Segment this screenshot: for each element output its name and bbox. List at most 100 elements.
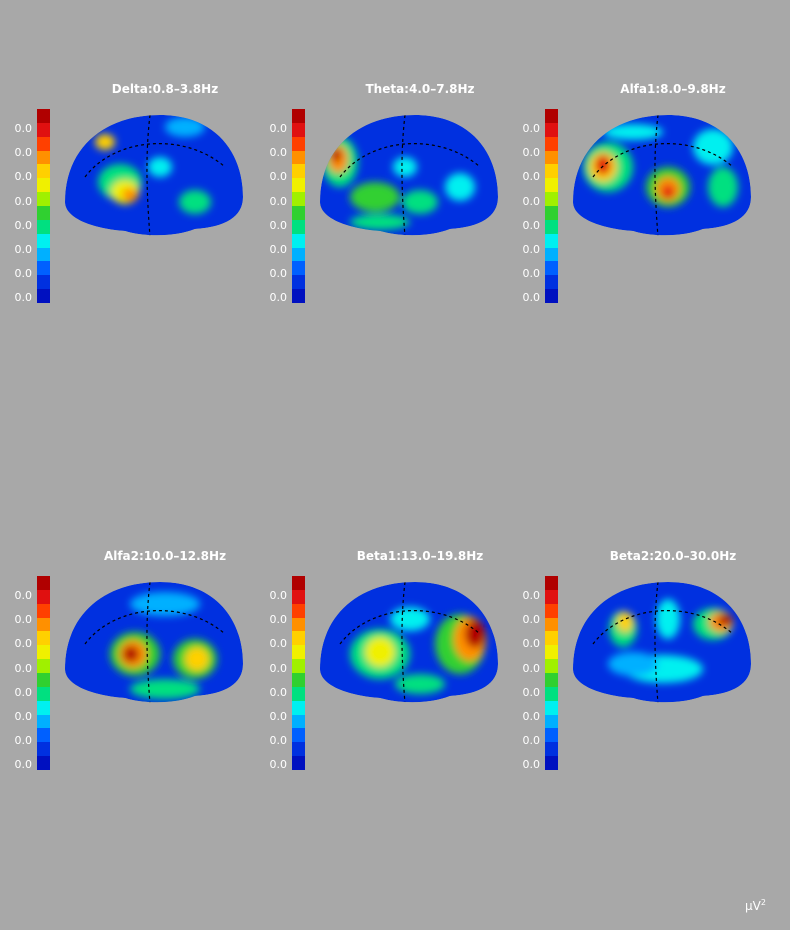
panel-title: Beta1:13.0–19.8Hz [356,549,484,563]
color-scale-segment [37,742,50,757]
topomap-panel-theta: Theta:4.0–7.8Hz 0.0 0.0 0.0 0.0 0.0 0.0 0.0 0.0 [265,82,505,322]
color-scale-segment [37,150,50,165]
color-scale-segment [545,659,558,674]
color-scale-tick-label: 0.0 [522,267,541,281]
color-scale-tick-label: 0.0 [14,267,33,281]
activity-region [708,167,738,207]
activity-region [95,134,115,150]
electrode-guide-line [654,582,659,703]
activity-region [130,679,200,699]
panel-title: Theta:4.0–7.8Hz [365,82,475,96]
topomap-surface [573,582,751,703]
electrode-guide-line [401,582,406,703]
color-scale-tick-label: 0.0 [14,146,33,160]
color-scale-segment [37,756,50,771]
color-scale-segment [545,714,558,729]
color-scale-segment [292,233,305,248]
color-scale-tick-label: 0.0 [269,661,288,675]
topomap-panel-alfa1: Alfa1:8.0–9.8Hz 0.0 0.0 0.0 0.0 0.0 0.0 0.0 0.0 [518,82,758,322]
color-scale-segment [292,247,305,262]
color-scale-segment [545,261,558,276]
color-scale-segment [37,631,50,646]
color-scale-segment [292,742,305,757]
color-scale-tick-label: 0.0 [522,661,541,675]
activity-region [122,188,138,202]
color-scale-segment [37,178,50,193]
electrode-guide-line [401,115,406,236]
activity-region [165,117,205,137]
color-scale-segment [292,261,305,276]
color-scale-tick-label: 0.0 [269,613,288,627]
color-scale-segment [545,756,558,771]
activity-region [402,190,438,214]
color-scale-segment [545,603,558,618]
color-scale-tick-label: 0.0 [522,710,541,723]
color-scale-tick-label: 0.0 [14,194,33,208]
color-scale-segment [292,192,305,207]
activity-region [390,607,430,631]
panel-title: Delta:0.8–3.8Hz [111,82,219,96]
color-scale-segment [292,714,305,729]
topomap-surface [65,582,243,703]
activity-region [693,129,733,165]
topomap-surface [65,115,243,236]
topomap-panel-alfa2: Alfa2:10.0–12.8Hz 0.0 0.0 0.0 0.0 0.0 0.0 0.0 0… [10,549,250,789]
activity-region [185,647,209,671]
topomap-panel-beta2: Beta2:20.0–30.0Hz 0.0 0.0 0.0 0.0 0.0 0.0 0.0 0… [518,549,758,789]
color-scale-bar [545,576,558,771]
color-scale-bar [292,576,305,771]
color-scale-segment [37,122,50,137]
color-scale-tick-label: 0.0 [522,758,541,772]
color-scale-segment [545,150,558,165]
color-scale-tick-label: 0.0 [269,122,288,135]
color-scale-segment [37,233,50,248]
panel-title: Alfa2:10.0–12.8Hz [103,549,227,563]
color-scale-segment [292,756,305,771]
head-topomap [573,582,751,703]
color-scale-tick-label: 0.0 [14,122,33,135]
color-scale-tick-label: 0.0 [14,710,33,723]
color-scale-segment [37,728,50,743]
color-scale-tick-label: 0.0 [269,218,288,232]
color-scale-segment [37,617,50,632]
color-scale-tick-label: 0.0 [522,243,541,256]
color-scale-segment [37,714,50,729]
topomap-panel-beta1: Beta1:13.0–19.8Hz 0.0 0.0 0.0 0.0 0.0 0.0 0.0 0… [265,549,505,789]
color-scale-segment [545,136,558,151]
color-scale-segment [37,673,50,687]
color-scale-tick-label: 0.0 [522,122,541,135]
color-scale-segment [292,122,305,137]
color-scale-segment [545,686,558,701]
activity-region [608,652,658,676]
color-scale-bar [37,109,50,304]
color-scale-segment [292,178,305,193]
color-scale-tick-label: 0.0 [14,685,33,699]
color-scale-tick-label: 0.0 [522,589,541,602]
color-scale-tick-label: 0.0 [522,146,541,160]
color-scale-segment [545,192,558,207]
color-scale-segment [37,700,50,715]
panel-title: Beta2:20.0–30.0Hz [609,549,737,563]
color-scale-tick-label: 0.0 [522,637,541,651]
color-scale-segment [545,233,558,248]
color-scale-tick-label: 0.0 [269,146,288,160]
topomap-surface [320,115,498,236]
color-scale-tick-label: 0.0 [522,734,541,748]
activity-region [465,620,485,648]
color-scale-tick-label: 0.0 [269,710,288,723]
color-scale-segment [37,109,50,123]
color-scale-segment [37,645,50,660]
color-scale-segment [292,289,305,304]
color-scale-tick-label: 0.0 [269,194,288,208]
color-scale-segment [545,206,558,220]
activity-region [603,124,663,140]
unit-base: μV [745,899,761,913]
color-scale-segment [37,219,50,234]
color-scale-segment [545,631,558,646]
electrode-guide-line [654,115,659,236]
head-topomap [65,115,243,236]
activity-region [179,190,211,214]
color-scale-segment [37,206,50,220]
color-scale-segment [37,164,50,179]
activity-region [595,155,611,175]
